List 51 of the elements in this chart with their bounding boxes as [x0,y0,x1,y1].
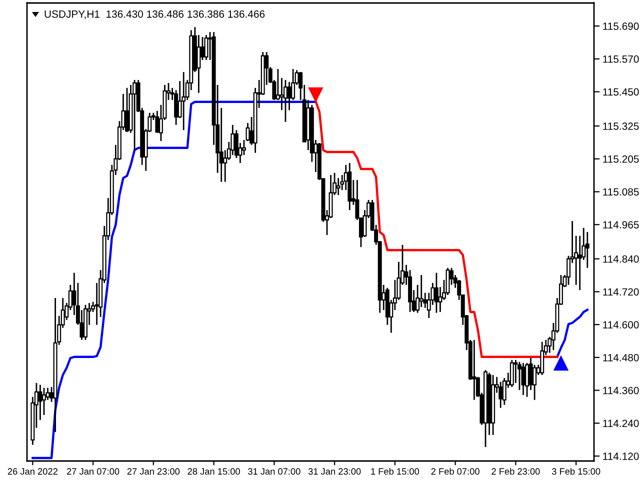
y-tick-label: 114.240 [603,420,639,428]
candlestick [525,362,530,398]
candlestick [585,231,590,269]
x-tick-label: 2 Feb 07:00 [431,468,480,475]
y-tick-label: 114.120 [603,452,639,460]
y-tick-label: 115.085 [603,188,639,196]
candlestick [125,87,129,133]
y-tick-label: 114.360 [603,386,639,394]
y-tick-label: 115.570 [603,55,639,63]
candlestick [230,124,235,156]
y-tick-label: 115.205 [603,155,639,163]
candlestick [510,359,514,388]
candlestick [234,129,238,159]
candlestick [521,362,526,396]
y-tick-label: 114.965 [603,221,639,228]
candlestick [540,341,544,376]
y-tick-label: 115.325 [603,122,639,130]
candlestick [94,282,99,326]
y-tick-label: 115.690 [603,22,639,30]
candlestick [502,377,506,406]
candlestick [336,177,340,196]
x-tick-label: 27 Jan 23:00 [127,468,180,475]
x-tick-label: 31 Jan 23:00 [308,468,361,475]
x-tick-label: 31 Jan 07:00 [248,468,300,475]
text: USDJPY,H1 136.430 136.486 136.386 136.466 [44,10,265,20]
x-tick-label: 1 Feb 15:00 [371,468,420,475]
candlestick [446,267,450,296]
y-tick-label: 114.840 [603,255,639,263]
candlestick [419,274,424,308]
candlestick [132,79,137,151]
y-tick-label: 114.600 [603,321,639,328]
x-tick-label: 2 Feb 23:00 [492,468,540,475]
candlestick [472,339,476,401]
candlestick [532,364,537,401]
candlestick [287,81,292,111]
x-tick-label: 27 Jan 07:00 [67,468,120,475]
x-tick-label: 3 Feb 15:00 [552,468,600,475]
candlestick [38,384,42,421]
candlestick [517,361,522,391]
candlestick [280,77,284,111]
y-tick-label: 114.480 [603,354,639,362]
x-tick-label: 28 Jan 15:00 [188,468,240,475]
candlestick [182,71,186,131]
x-tick-label: 26 Jan 2022 [8,468,58,475]
candlestick [284,79,288,123]
y-tick-label: 115.450 [603,88,639,96]
candlestick [42,387,46,416]
candlestick [498,381,503,409]
candlestick [196,34,201,94]
y-tick-label: 114.720 [603,288,639,296]
candlestick [434,272,438,314]
